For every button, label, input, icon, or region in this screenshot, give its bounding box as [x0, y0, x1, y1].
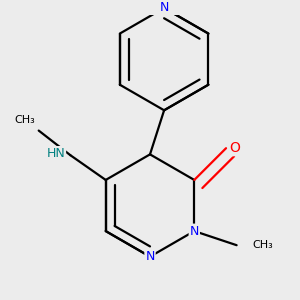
Text: CH₃: CH₃	[253, 240, 273, 250]
Text: CH₃: CH₃	[14, 115, 35, 125]
Text: N: N	[145, 250, 155, 263]
Text: O: O	[230, 141, 240, 155]
Text: N: N	[159, 2, 169, 14]
Text: HN: HN	[46, 147, 65, 160]
Text: N: N	[190, 225, 199, 238]
